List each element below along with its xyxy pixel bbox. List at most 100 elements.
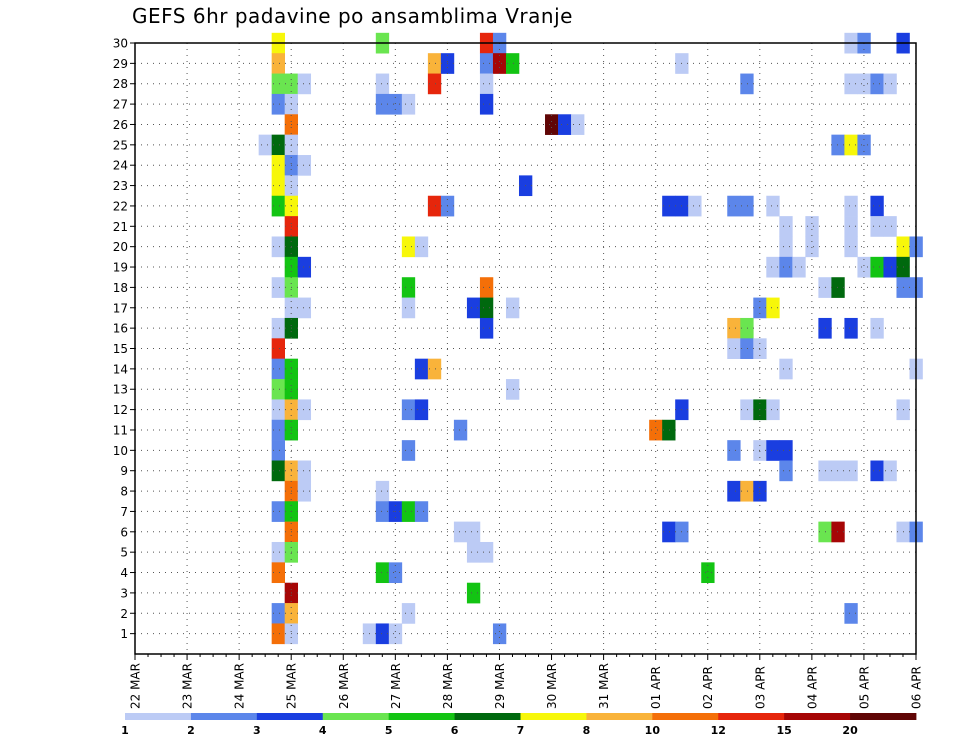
heatmap-cell <box>792 256 806 278</box>
heatmap-cell <box>466 541 481 563</box>
heatmap-cell <box>571 114 585 135</box>
heatmap-cell <box>844 134 858 156</box>
y-tick-label: 6 <box>120 525 128 539</box>
heatmap-cell <box>297 480 312 502</box>
heatmap-cell <box>271 358 285 380</box>
heatmap-cell <box>479 317 494 339</box>
colorbar-tick-label: 10 <box>645 724 661 737</box>
y-tick-label: 24 <box>113 159 128 173</box>
y-tick-label: 2 <box>120 607 128 621</box>
heatmap-cell <box>271 603 285 624</box>
heatmap-cell <box>870 195 884 217</box>
y-tick-label: 11 <box>113 423 128 437</box>
heatmap-cell <box>883 460 897 482</box>
heatmap-cell <box>766 399 780 421</box>
heatmap-cell <box>466 297 481 319</box>
colorbar-swatch <box>388 713 455 720</box>
colorbar-tick-label: 6 <box>451 724 459 737</box>
heatmap-cell <box>297 73 312 95</box>
grid-lines <box>135 43 917 654</box>
heatmap-cell <box>271 195 285 217</box>
heatmap-cell <box>831 277 845 298</box>
heatmap-cell <box>401 277 416 298</box>
heatmap-cell <box>831 521 845 543</box>
heatmap-cell <box>870 73 884 95</box>
colorbar-tick-label: 8 <box>583 724 591 737</box>
colorbar-swatch <box>652 713 719 720</box>
colorbar-tick-label: 7 <box>517 724 525 737</box>
heatmap-cell <box>883 256 897 278</box>
heatmap-cell <box>701 562 715 584</box>
heatmap-cell <box>271 541 285 563</box>
heatmap-cell <box>727 480 741 502</box>
heatmap-cell <box>414 358 429 380</box>
y-tick-label: 8 <box>120 485 128 499</box>
heatmap-cell <box>831 134 845 156</box>
heatmap-cell <box>297 155 312 176</box>
heatmap-cell <box>375 73 390 95</box>
colorbar-swatch <box>784 713 851 720</box>
y-tick-label: 17 <box>113 301 128 315</box>
heatmap-cell <box>870 317 884 339</box>
colorbar-swatch <box>850 713 917 720</box>
heatmap-cell <box>271 623 285 645</box>
y-tick-label: 21 <box>113 220 128 234</box>
heatmap-cell <box>271 134 285 156</box>
heatmap-cell <box>427 195 442 217</box>
x-tick-label: 24 MAR <box>233 663 247 709</box>
heatmap-cell <box>297 460 312 482</box>
colorbar-tick-label: 15 <box>777 724 792 737</box>
heatmap-cell <box>401 440 416 461</box>
heatmap-cell <box>427 358 442 380</box>
x-tick-label: 29 MAR <box>493 663 507 709</box>
colorbar-tick-label: 4 <box>319 724 327 737</box>
heatmap-cell <box>779 236 793 258</box>
heatmap-cell <box>870 216 884 237</box>
heatmap-cell <box>401 603 416 624</box>
heatmap-cell <box>375 480 390 502</box>
heatmap-cell <box>857 256 871 278</box>
heatmap-cell <box>414 236 429 258</box>
heatmap-cell <box>375 93 390 115</box>
heatmap-cell <box>844 460 858 482</box>
y-tick-label: 23 <box>113 179 128 193</box>
y-tick-label: 25 <box>113 138 128 152</box>
heatmap-cell <box>844 195 858 217</box>
heatmap-cell <box>453 521 468 543</box>
x-tick-label: 05 APR <box>857 666 871 709</box>
heatmap-cell <box>740 317 754 339</box>
heatmap-cell <box>297 256 312 278</box>
heatmap-cell <box>427 73 442 95</box>
heatmap-cell <box>779 440 793 461</box>
heatmap-cell <box>883 73 897 95</box>
heatmap-cell <box>479 53 494 74</box>
heatmap-cell <box>271 175 285 197</box>
heatmap-cell <box>271 73 285 95</box>
heatmap-cell <box>857 134 871 156</box>
heatmap-cell <box>271 501 285 522</box>
heatmap-cell <box>779 358 793 380</box>
heatmap-cell <box>427 53 442 74</box>
heatmap-cell <box>649 419 663 441</box>
heatmap-cell <box>271 53 285 74</box>
heatmap-cell <box>662 195 676 217</box>
heatmap-cell <box>779 256 793 278</box>
colorbar-swatch <box>190 713 258 720</box>
heatmap-cell <box>844 317 858 339</box>
heatmap-cell <box>779 216 793 237</box>
y-tick-label: 9 <box>120 464 128 478</box>
heatmap-cell <box>271 236 285 258</box>
heatmap-cells <box>258 32 923 645</box>
y-tick-label: 22 <box>113 199 128 213</box>
heatmap-cell <box>271 317 285 339</box>
heatmap-cell <box>805 236 819 258</box>
heatmap-cell <box>479 73 494 95</box>
y-tick-label: 5 <box>120 546 128 560</box>
heatmap-cell <box>740 195 754 217</box>
heatmap-cell <box>505 297 520 319</box>
heatmap-cell <box>271 460 285 482</box>
x-tick-label: 03 APR <box>753 666 767 709</box>
heatmap-cell <box>479 297 494 319</box>
colorbar-tick-label: 5 <box>385 724 393 737</box>
